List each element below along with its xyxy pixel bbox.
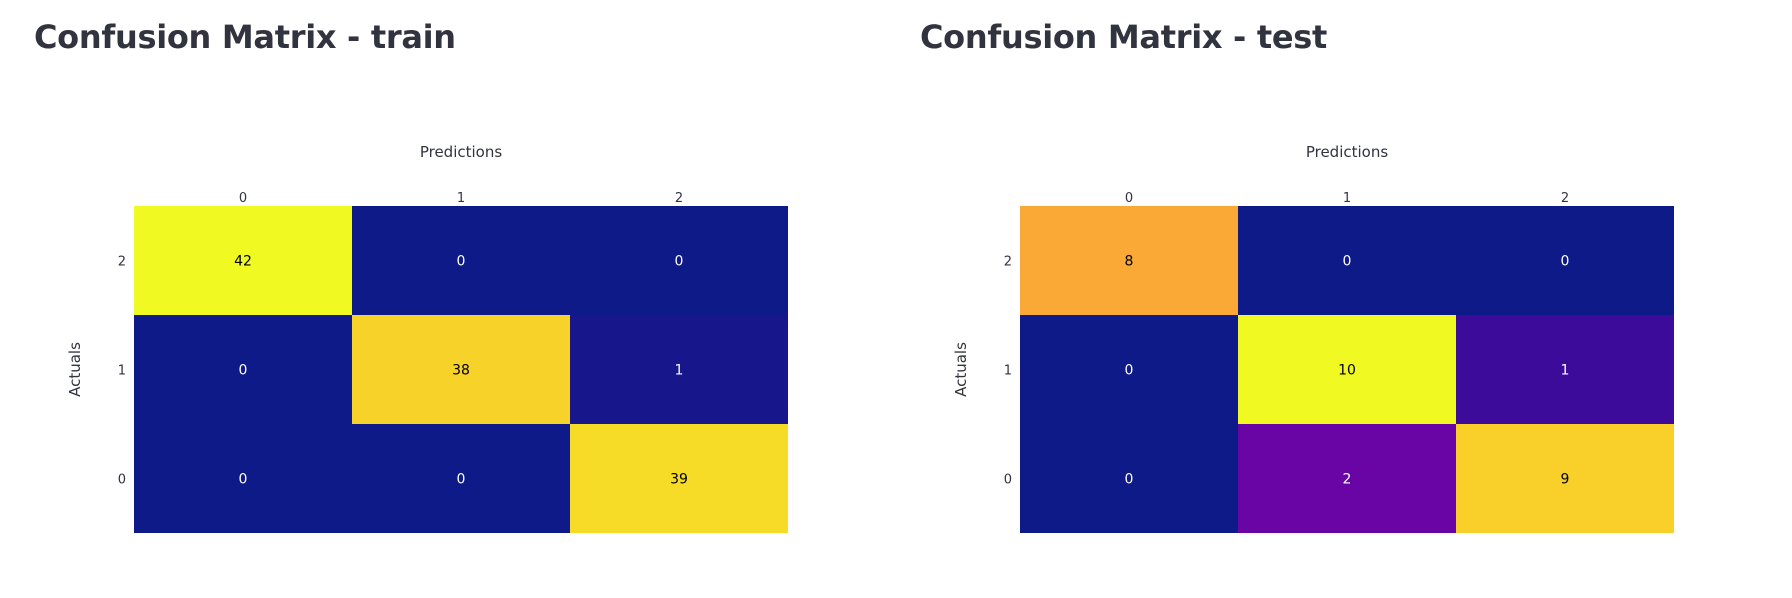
cell-value-label: 0 (239, 472, 248, 488)
cell-value-label: 1 (675, 363, 684, 379)
heatmap-cell (1238, 424, 1456, 533)
cell-value-label: 0 (1343, 254, 1352, 270)
x-tick-label: 2 (675, 191, 683, 206)
cell-value-label: 0 (1561, 254, 1570, 270)
train-panel: Confusion Matrix - train 42 0 0 0 38 1 0 0 39 0 1 2… (34, 0, 902, 598)
x-tick-label: 1 (457, 191, 465, 206)
cell-value-label: 0 (1125, 363, 1134, 379)
y-tick-label: 1 (118, 364, 126, 379)
y-tick-label: 2 (118, 255, 126, 270)
heatmap-cell (570, 315, 788, 424)
page-title: Confusion Matrix - train (34, 18, 456, 56)
cell-value-label: 0 (457, 254, 466, 270)
y-tick-label: 2 (1004, 255, 1012, 270)
heatmap-cell (134, 315, 352, 424)
y-tick-label: 0 (118, 473, 126, 488)
heatmap-cell (1456, 206, 1674, 315)
heatmap-cell (1238, 315, 1456, 424)
heatmap-cell (352, 206, 570, 315)
heatmap-cell (570, 206, 788, 315)
cell-value-label: 1 (1561, 363, 1570, 379)
cell-value-label: 0 (675, 254, 684, 270)
y-tick-label: 1 (1004, 364, 1012, 379)
cell-value-label: 10 (1338, 363, 1356, 379)
heatmap-cell (1020, 206, 1238, 315)
heatmap-cell (134, 206, 352, 315)
cell-value-label: 39 (670, 472, 688, 488)
y-axis-title: Actuals (952, 342, 970, 397)
cell-value-label: 0 (239, 363, 248, 379)
x-tick-label: 0 (1125, 191, 1133, 206)
cell-value-label: 42 (234, 254, 252, 270)
cell-value-label: 38 (452, 363, 470, 379)
heatmap-cell (352, 315, 570, 424)
heatmap-cell (1020, 424, 1238, 533)
heatmap-cell (134, 424, 352, 533)
cell-value-label: 0 (457, 472, 466, 488)
x-axis-title: Predictions (420, 143, 503, 161)
x-tick-label: 1 (1343, 191, 1351, 206)
heatmap-cell (352, 424, 570, 533)
train-confusion-matrix-chart: 42 0 0 0 38 1 0 0 39 0 1 2 2 1 0 Predictions Actuals (66, 143, 788, 533)
x-axis-title: Predictions (1306, 143, 1389, 161)
x-tick-label: 0 (239, 191, 247, 206)
y-axis-title: Actuals (66, 342, 84, 397)
y-tick-label: 0 (1004, 473, 1012, 488)
cell-value-label: 9 (1561, 472, 1570, 488)
heatmap-cell (1238, 206, 1456, 315)
heatmap-cell (1020, 315, 1238, 424)
cell-value-label: 0 (1125, 472, 1134, 488)
test-panel: Confusion Matrix - test 8 0 0 0 10 1 0 2 9 0 1 2 2 1 0… (920, 0, 1788, 598)
heatmap-cell (1456, 315, 1674, 424)
x-tick-label: 2 (1561, 191, 1569, 206)
heatmap-cell (570, 424, 788, 533)
cell-value-label: 8 (1125, 254, 1134, 270)
cell-value-label: 2 (1343, 472, 1352, 488)
heatmap-cell (1456, 424, 1674, 533)
page-title: Confusion Matrix - test (920, 18, 1328, 56)
